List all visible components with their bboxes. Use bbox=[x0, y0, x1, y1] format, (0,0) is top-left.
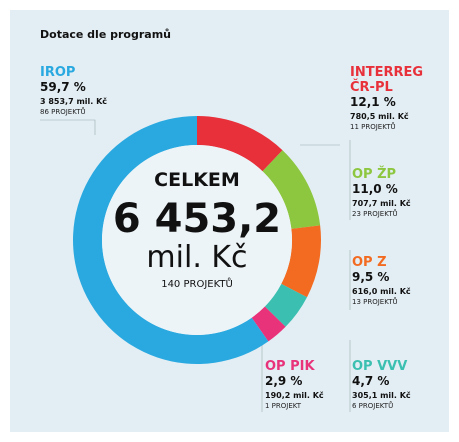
amount-label: 305,1 mil. Kč bbox=[352, 390, 411, 400]
projects-label: 1 PROJEKT bbox=[265, 401, 302, 410]
legend-name: OP ŽP bbox=[352, 167, 397, 182]
projects-label: 6 PROJEKTŮ bbox=[352, 401, 394, 410]
value-label: 12,1 % bbox=[350, 94, 396, 109]
value-label: 4,7 % bbox=[352, 373, 390, 388]
donut-segment bbox=[264, 283, 308, 327]
donut-segment bbox=[281, 225, 321, 298]
chart-title: Dotace dle programů bbox=[40, 28, 171, 41]
value-label: 59,7 % bbox=[40, 79, 86, 94]
center-label: CELKEM bbox=[154, 169, 240, 191]
center-projects: 140 PROJEKTŮ bbox=[161, 277, 233, 290]
leader-lines bbox=[40, 119, 351, 412]
inner-circle bbox=[102, 145, 292, 335]
center-total: 6 453,2 bbox=[113, 196, 281, 242]
donut-segment bbox=[262, 150, 321, 229]
label-group: OP VVV 4,7 % 305,1 mil. Kč 6 PROJEKTŮ bbox=[352, 359, 442, 410]
legend-name: INTERREG ČR-PL bbox=[350, 65, 424, 95]
legend-name: IROP bbox=[40, 65, 76, 80]
amount-label: 707,7 mil. Kč bbox=[352, 198, 411, 208]
value-label: 9,5 % bbox=[352, 269, 390, 284]
label-group: OP ŽP 11,0 % 707,7 mil. Kč 23 PROJEKTŮ bbox=[352, 167, 442, 218]
amount-label: 616,0 mil. Kč bbox=[352, 286, 411, 296]
amount-label: 190,2 mil. Kč bbox=[265, 390, 324, 400]
label-group: INTERREG ČR-PL 12,1 % 780,5 mil. Kč 11 PROJ… bbox=[350, 65, 430, 131]
label-group: OP PIK 2,9 % 190,2 mil. Kč 1 PROJEKT bbox=[265, 359, 345, 410]
value-label: 2,9 % bbox=[265, 373, 303, 388]
center-unit: mil. Kč bbox=[146, 240, 247, 275]
legend-name: OP PIK bbox=[265, 359, 315, 374]
amount-label: 780,5 mil. Kč bbox=[350, 111, 409, 121]
donut-segment bbox=[197, 116, 283, 172]
value-label: 11,0 % bbox=[352, 181, 398, 196]
amount-label: 3 853,7 mil. Kč bbox=[40, 96, 108, 106]
projects-label: 86 PROJEKTŮ bbox=[40, 107, 86, 116]
projects-label: 13 PROJEKTŮ bbox=[352, 297, 398, 306]
legend-name: OP VVV bbox=[352, 359, 408, 374]
donut-segment bbox=[73, 115, 269, 364]
label-group: IROP 59,7 % 3 853,7 mil. Kč 86 PROJEKTŮ bbox=[40, 65, 160, 116]
label-group: OP Z 9,5 % 616,0 mil. Kč 13 PROJEKTŮ bbox=[352, 255, 442, 306]
donut-segment bbox=[251, 306, 286, 342]
projects-label: 11 PROJEKTŮ bbox=[350, 122, 396, 131]
projects-label: 23 PROJEKTŮ bbox=[352, 209, 398, 218]
legend-name: OP Z bbox=[352, 255, 387, 270]
leader bbox=[40, 119, 96, 135]
